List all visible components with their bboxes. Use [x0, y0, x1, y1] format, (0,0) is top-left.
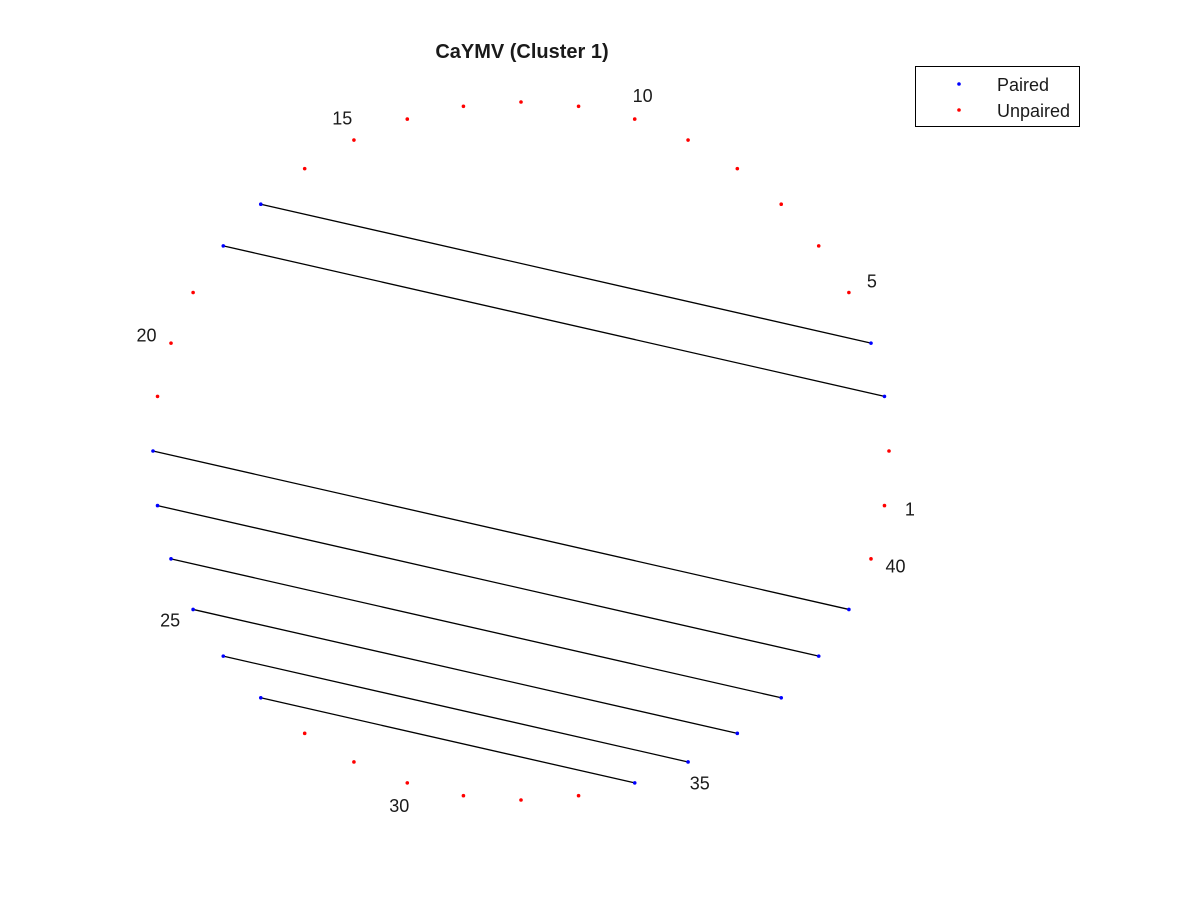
position-9-unpaired [686, 138, 690, 142]
position-1-unpaired [882, 503, 887, 508]
sequence-positions [151, 100, 891, 802]
chart-title: CaYMV (Cluster 1) [435, 41, 608, 63]
position-17-paired [258, 202, 263, 207]
position-29-unpaired [352, 760, 356, 764]
position-label-5: 5 [867, 271, 877, 291]
position-4-paired [869, 341, 873, 345]
pair-line-34-27 [260, 697, 635, 784]
position-39-paired [847, 607, 851, 612]
position-40-unpaired [869, 557, 873, 561]
pair-line-35-26 [223, 655, 689, 763]
position-label-20: 20 [136, 326, 156, 346]
position-label-25: 25 [160, 611, 180, 631]
position-37-paired [779, 695, 784, 700]
position-36-paired [735, 731, 740, 736]
position-20-unpaired [169, 341, 173, 345]
position-5-unpaired [847, 290, 851, 295]
position-34-paired [632, 781, 637, 785]
position-21-unpaired [155, 394, 160, 399]
position-label-40: 40 [885, 556, 905, 576]
position-31-unpaired [461, 793, 466, 798]
position-10-unpaired [632, 117, 637, 121]
legend-label-unpaired: Unpaired [997, 101, 1070, 121]
pair-line-4-17 [260, 203, 872, 344]
position-25-paired [191, 607, 195, 612]
position-3-paired [882, 394, 887, 399]
position-28-unpaired [302, 731, 307, 736]
position-label-15: 15 [332, 108, 352, 128]
position-33-unpaired [576, 793, 581, 798]
position-8-unpaired [735, 166, 740, 171]
position-label-1: 1 [905, 499, 915, 519]
position-38-paired [816, 654, 821, 658]
pair-connections [152, 203, 885, 784]
legend-marker-paired [957, 82, 961, 86]
position-26-paired [221, 654, 226, 658]
position-30-unpaired [405, 781, 410, 785]
position-24-paired [169, 557, 173, 561]
pair-line-3-18 [223, 245, 885, 398]
position-15-unpaired [352, 138, 356, 142]
position-label-10: 10 [633, 86, 653, 106]
position-13-unpaired [461, 104, 466, 109]
pair-line-38-23 [157, 504, 819, 657]
position-12-unpaired [519, 100, 523, 104]
position-35-paired [686, 760, 690, 764]
legend-marker-unpaired [957, 108, 961, 112]
position-18-paired [221, 244, 226, 248]
position-11-unpaired [576, 104, 581, 109]
position-label-35: 35 [690, 774, 710, 794]
position-7-unpaired [779, 202, 784, 207]
position-19-unpaired [191, 290, 195, 295]
pair-line-39-22 [152, 450, 850, 611]
legend-label-paired: Paired [997, 75, 1049, 95]
position-2-unpaired [887, 449, 891, 453]
position-6-unpaired [816, 244, 821, 248]
pair-line-37-24 [170, 558, 782, 699]
legend: Paired Unpaired [915, 66, 1080, 127]
position-27-paired [258, 695, 263, 700]
position-32-unpaired [519, 798, 523, 802]
pair-line-36-25 [192, 608, 738, 734]
position-22-paired [151, 449, 155, 453]
position-14-unpaired [405, 117, 410, 121]
legend-box [915, 66, 1080, 127]
position-16-unpaired [302, 166, 307, 171]
position-23-paired [155, 503, 160, 508]
position-label-30: 30 [389, 796, 409, 816]
